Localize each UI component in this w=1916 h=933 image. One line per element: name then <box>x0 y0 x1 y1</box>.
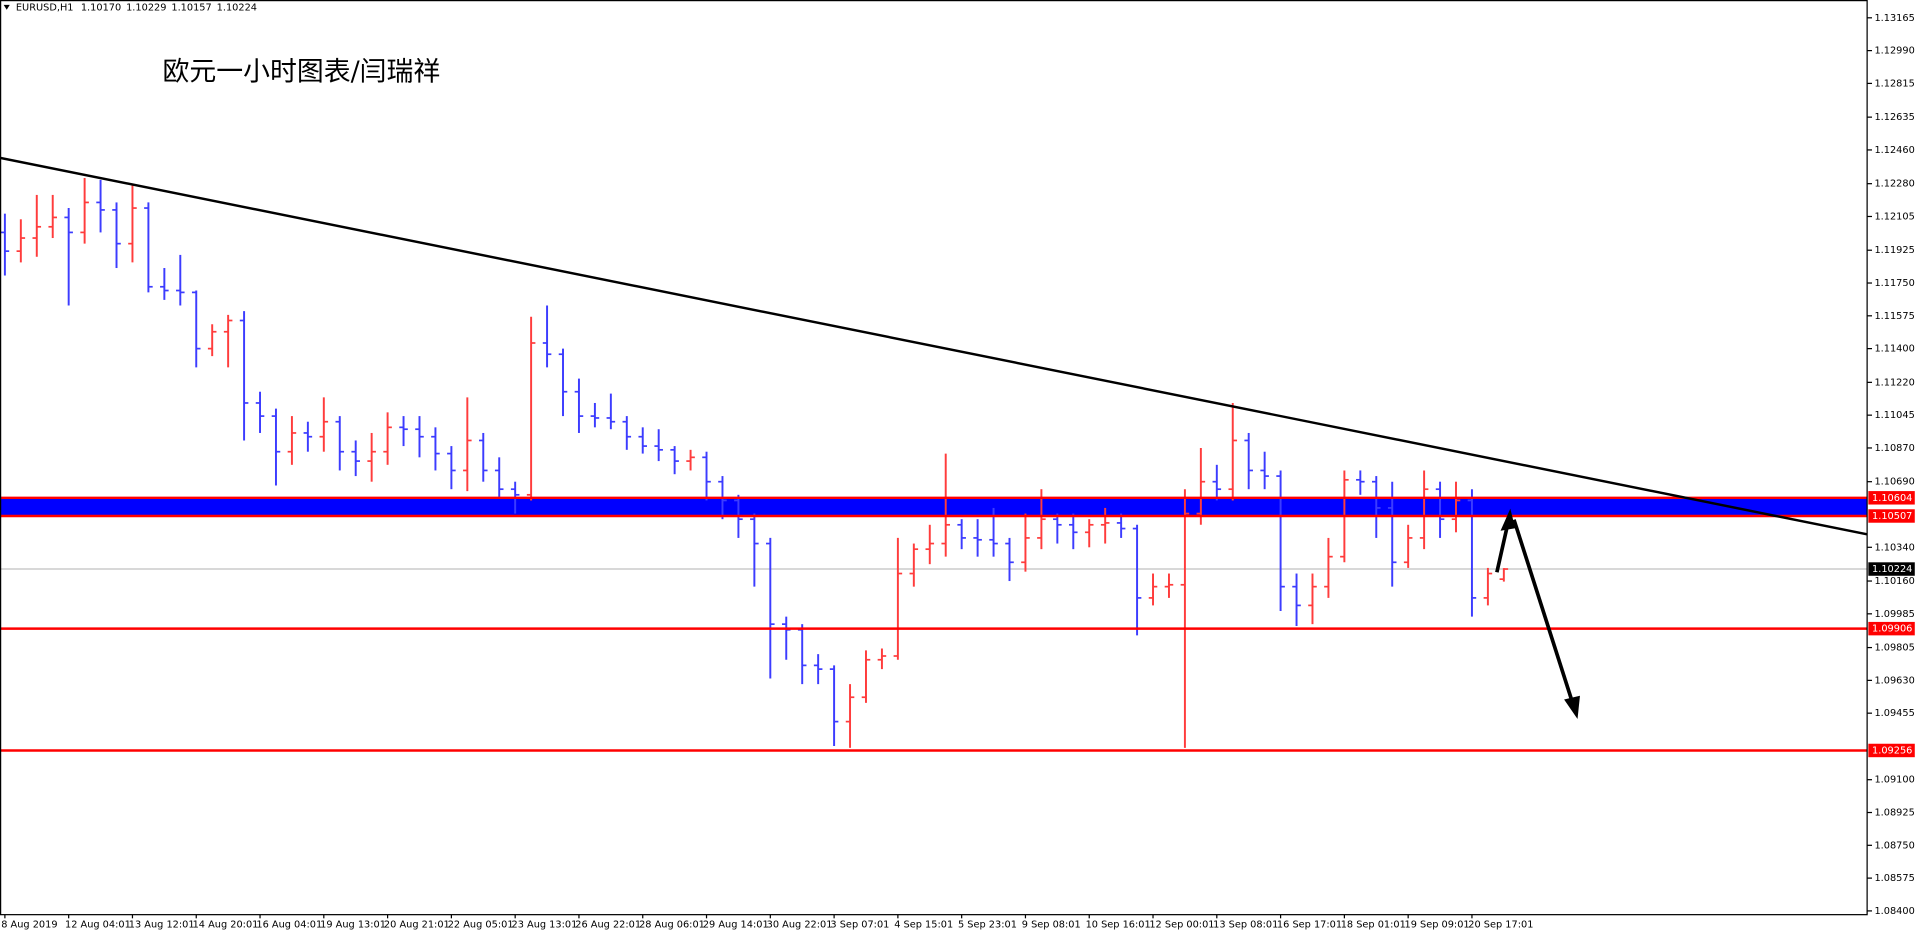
price-tag <box>1868 491 1915 505</box>
y-tick-label: 1.09985 <box>1874 609 1914 620</box>
plot-frame <box>0 0 1868 916</box>
arrow-down <box>1512 519 1575 704</box>
x-tick-label: 30 Aug 22:01 <box>767 919 833 930</box>
x-tick-label: 18 Sep 01:01 <box>1341 919 1406 930</box>
x-tick-label: 26 Aug 22:01 <box>575 919 641 930</box>
arrow-head <box>1500 508 1516 531</box>
x-tick-label: 23 Aug 13:01 <box>512 919 578 930</box>
x-tick-label: 3 Sep 07:01 <box>830 919 889 930</box>
x-tick-label: 22 Aug 05:01 <box>448 919 514 930</box>
x-tick-label: 9 Sep 08:01 <box>1022 919 1081 930</box>
high-label: 1.10229 <box>126 2 166 13</box>
y-tick-label: 1.11575 <box>1874 311 1914 322</box>
x-tick-label: 19 Aug 13:01 <box>320 919 386 930</box>
y-tick-label: 1.08400 <box>1874 906 1914 917</box>
price-tag <box>1868 509 1915 523</box>
x-tick-label: 13 Sep 08:01 <box>1213 919 1278 930</box>
zone <box>0 497 1868 516</box>
y-tick-label: 1.12815 <box>1874 78 1914 89</box>
current-price-label: 1.10224 <box>1872 564 1912 575</box>
y-tick-label: 1.11750 <box>1874 278 1914 289</box>
y-tick-label: 1.09630 <box>1874 675 1914 686</box>
symbol: EURUSD,H1 <box>16 2 74 13</box>
x-tick-label: 14 Aug 20:01 <box>193 919 259 930</box>
x-tick-label: 10 Sep 16:01 <box>1086 919 1151 930</box>
price-tag-label: 1.09906 <box>1872 624 1912 635</box>
price-tag <box>1868 743 1915 758</box>
arrow-head <box>1564 695 1580 720</box>
price-tag-label: 1.10507 <box>1872 511 1912 522</box>
y-tick-label: 1.12280 <box>1874 179 1914 190</box>
x-tick-label: 16 Aug 04:01 <box>256 919 322 930</box>
y-tick-label: 1.13165 <box>1874 13 1914 24</box>
x-tick-label: 4 Sep 15:01 <box>894 919 953 930</box>
y-tick-label: 1.09100 <box>1874 775 1914 786</box>
chart-header: EURUSD,H1 1.10170 1.10229 1.10157 1.10224 <box>16 2 257 13</box>
x-tick-label: 13 Aug 12:01 <box>129 919 195 930</box>
x-tick-label: 5 Sep 23:01 <box>958 919 1017 930</box>
x-tick-label: 8 Aug 2019 <box>1 919 57 930</box>
x-tick-label: 29 Aug 14:01 <box>703 919 769 930</box>
y-tick-label: 1.11220 <box>1874 377 1914 388</box>
y-tick-label: 1.08925 <box>1874 808 1914 819</box>
chart-title: 欧元一小时图表/闫瑞祥 <box>163 56 441 87</box>
y-tick-label: 1.08575 <box>1874 873 1914 884</box>
x-tick-label: 12 Sep 00:01 <box>1149 919 1214 930</box>
x-tick-label: 19 Sep 09:01 <box>1404 919 1469 930</box>
y-tick-label: 1.11925 <box>1874 245 1914 256</box>
menu-triangle <box>3 4 10 10</box>
y-tick-label: 1.11400 <box>1874 344 1914 355</box>
y-tick-label: 1.12635 <box>1874 112 1914 123</box>
arrow-up <box>1495 522 1510 573</box>
price-tag-label: 1.10604 <box>1872 493 1912 504</box>
y-tick-label: 1.09455 <box>1874 708 1914 719</box>
y-tick-label: 1.12105 <box>1874 211 1914 222</box>
y-tick-label: 1.12990 <box>1874 46 1914 57</box>
y-tick-label: 1.10870 <box>1874 443 1914 454</box>
current-price-tag <box>1868 562 1915 576</box>
y-tick-label: 1.09805 <box>1874 643 1914 654</box>
x-tick-label: 28 Aug 06:01 <box>639 919 705 930</box>
x-tick-label: 20 Aug 21:01 <box>384 919 450 930</box>
y-tick-label: 1.12460 <box>1874 145 1914 156</box>
close-label: 1.10224 <box>217 2 257 13</box>
y-tick-label: 1.10340 <box>1874 542 1914 553</box>
x-tick-label: 20 Sep 17:01 <box>1468 919 1533 930</box>
y-tick-label: 1.10690 <box>1874 477 1914 488</box>
price-tag-label: 1.09256 <box>1872 745 1912 756</box>
annotation-arrows <box>1495 508 1580 720</box>
low-label: 1.10157 <box>171 2 211 13</box>
plot-area <box>0 156 1868 752</box>
y-tick-label: 1.11045 <box>1874 410 1914 421</box>
open-label: 1.10170 <box>81 2 121 13</box>
trendline <box>0 156 1868 536</box>
x-tick-label: 12 Aug 04:01 <box>65 919 131 930</box>
y-tick-label: 1.08750 <box>1874 840 1914 851</box>
x-tick-label: 16 Sep 17:01 <box>1277 919 1342 930</box>
price-tag <box>1868 621 1915 636</box>
y-tick-label: 1.10160 <box>1874 576 1914 587</box>
